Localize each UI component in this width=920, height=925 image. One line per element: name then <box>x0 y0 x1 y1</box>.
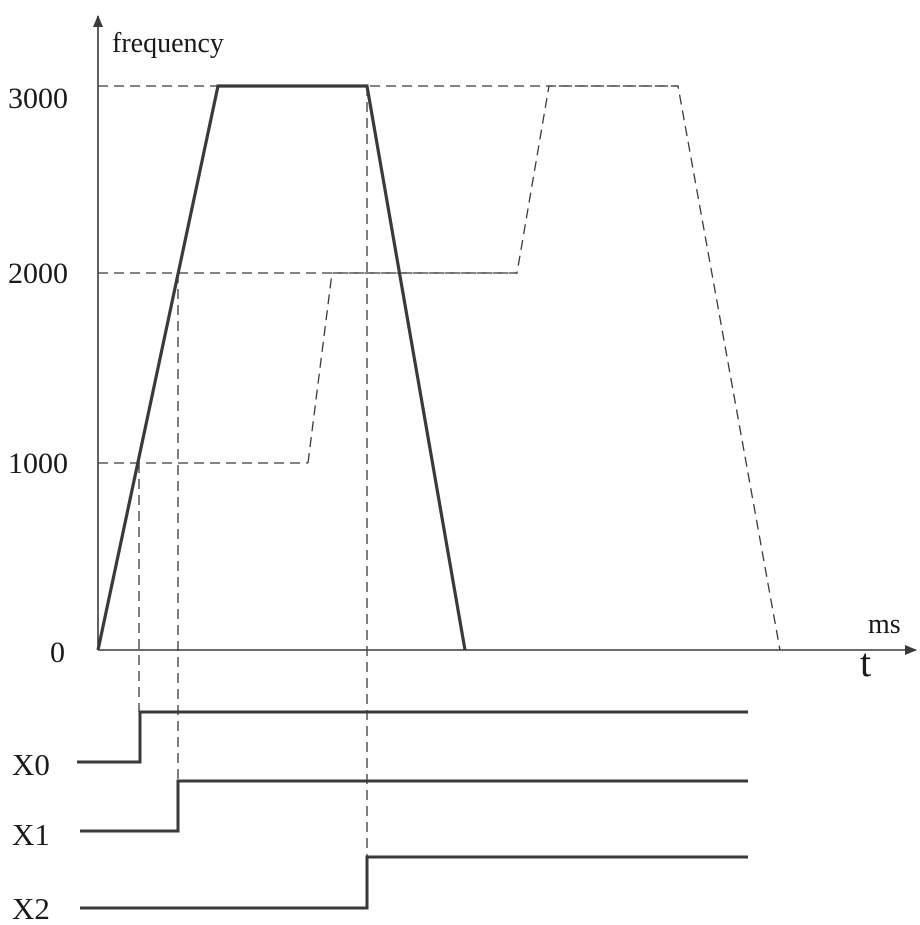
y-tick-2000: 2000 <box>8 257 68 290</box>
y-axis-label: frequency <box>112 28 224 59</box>
frequency-curve <box>96 84 467 651</box>
x-axis-unit: ms <box>868 609 901 640</box>
stepped-frequency-profile <box>307 85 781 651</box>
signal-x2-waveform <box>80 855 748 910</box>
x-axis-symbol: t <box>860 640 871 685</box>
signal-x1-waveform <box>80 779 748 833</box>
signal-x1-label: X1 <box>12 817 50 852</box>
y-tick-0: 0 <box>50 636 65 669</box>
y-tick-1000: 1000 <box>8 447 68 480</box>
y-tick-3000: 3000 <box>8 82 68 115</box>
signal-x0-waveform <box>77 710 748 764</box>
signal-x0-label: X0 <box>12 747 50 782</box>
signal-x2-label: X2 <box>12 891 50 925</box>
